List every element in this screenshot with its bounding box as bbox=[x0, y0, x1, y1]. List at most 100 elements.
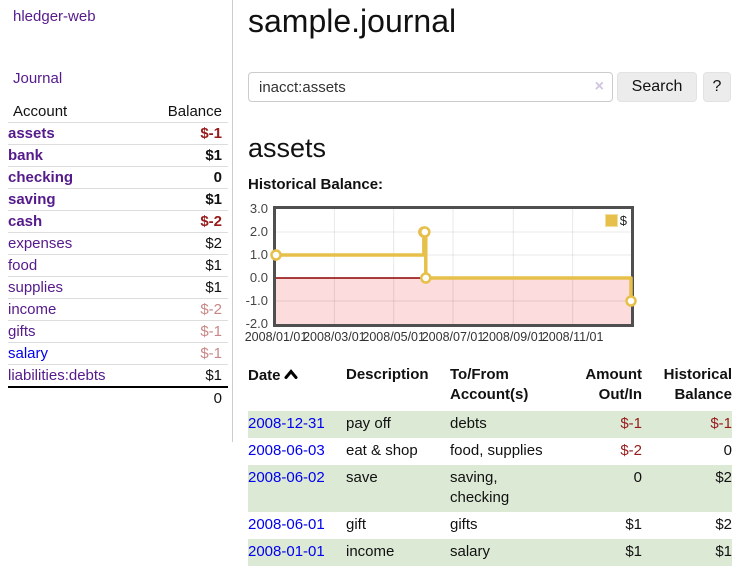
transaction-date-link[interactable]: 2008-06-02 bbox=[248, 469, 325, 486]
y-axis-tick-label: 1.0 bbox=[249, 247, 268, 262]
balance-column-header: Balance bbox=[167, 103, 222, 120]
account-link-liabilities-debts[interactable]: liabilities:debts bbox=[8, 367, 106, 384]
account-balance: $-2 bbox=[200, 213, 222, 230]
y-axis-tick-label: -2.0 bbox=[245, 316, 268, 331]
account-balance: $-1 bbox=[200, 323, 222, 340]
transaction-date-link[interactable]: 2008-06-03 bbox=[248, 442, 325, 459]
legend-label: $ bbox=[619, 213, 627, 228]
transaction-amount: 0 bbox=[633, 469, 642, 486]
balance-column-header: Historical Balance bbox=[663, 366, 732, 403]
amount-column-header: Amount Out/In bbox=[585, 366, 642, 403]
transaction-description: income bbox=[346, 543, 395, 560]
account-balance: 0 bbox=[213, 169, 222, 186]
account-link-income[interactable]: income bbox=[8, 301, 57, 318]
x-axis-tick-label: 2008/01/01 bbox=[244, 330, 308, 344]
historical-balance-chart: $ 3.0 2.0 1.0 0.0 -1.0 -2.0 2008/01/01 2008/03/… bbox=[244, 195, 742, 345]
account-page-title: assets bbox=[248, 133, 327, 163]
account-link-gifts[interactable]: gifts bbox=[8, 323, 36, 340]
y-axis-tick-label: 3.0 bbox=[249, 201, 268, 216]
transaction-amount: $-2 bbox=[620, 442, 642, 459]
transaction-accounts: saving, checking bbox=[450, 469, 510, 506]
account-link-expenses[interactable]: expenses bbox=[8, 235, 73, 252]
account-balance: $1 bbox=[205, 191, 222, 208]
negative-region bbox=[276, 278, 631, 324]
search-form: × Search ? bbox=[248, 72, 742, 102]
account-link-salary[interactable]: salary bbox=[8, 345, 49, 362]
main-content: sample.journal × Search ? assets Histori… bbox=[244, 0, 742, 566]
x-axis-tick-label: 2008/09/01 bbox=[482, 330, 545, 344]
account-balance: $2 bbox=[205, 235, 222, 252]
account-balance: $-1 bbox=[200, 345, 222, 362]
account-column-header: Account bbox=[13, 103, 68, 120]
transaction-amount: $1 bbox=[625, 543, 642, 560]
account-balance: $-1 bbox=[200, 125, 222, 142]
transaction-balance: $1 bbox=[715, 543, 732, 560]
help-button[interactable]: ? bbox=[703, 72, 731, 102]
transaction-row: 2008-06-03 eat & shop food, supplies $-2… bbox=[248, 438, 732, 465]
x-axis-tick-label: 2008/03/01 bbox=[303, 330, 366, 344]
account-row: food $1 bbox=[8, 254, 228, 277]
account-link-bank[interactable]: bank bbox=[8, 147, 44, 164]
clear-search-icon[interactable]: × bbox=[594, 78, 604, 95]
data-point-marker[interactable] bbox=[625, 295, 637, 307]
accounts-total-row: 0 bbox=[8, 387, 228, 409]
account-link-cash[interactable]: cash bbox=[8, 213, 43, 230]
account-balance: $-2 bbox=[200, 301, 222, 318]
transaction-balance: $-1 bbox=[710, 415, 732, 432]
transaction-accounts: salary bbox=[450, 543, 491, 560]
transaction-row: 2008-12-31 pay off debts $-1 $-1 bbox=[248, 411, 732, 438]
transaction-date-link[interactable]: 2008-12-31 bbox=[248, 415, 325, 432]
transaction-description: save bbox=[346, 469, 378, 486]
accounts-total-value: 0 bbox=[213, 390, 222, 407]
chart-canvas[interactable] bbox=[270, 209, 637, 324]
sidebar: hledger-web Journal Account Balance asse… bbox=[0, 0, 233, 442]
x-axis-tick-label: 2008/11/01 bbox=[541, 330, 604, 344]
account-link-supplies[interactable]: supplies bbox=[8, 279, 64, 296]
transaction-amount: $-1 bbox=[620, 415, 642, 432]
chart-plot[interactable]: $ bbox=[270, 206, 637, 327]
transaction-balance: $2 bbox=[715, 469, 732, 486]
transaction-balance: 0 bbox=[723, 442, 732, 459]
account-balance: $1 bbox=[205, 257, 222, 274]
account-balance: $1 bbox=[205, 279, 222, 296]
data-point-marker[interactable] bbox=[270, 249, 282, 261]
transaction-row: 2008-06-02 save saving, checking 0 $2 bbox=[248, 465, 732, 512]
sort-ascending-icon bbox=[284, 365, 298, 385]
app-title-link[interactable]: hledger-web bbox=[13, 8, 96, 25]
account-row: saving $1 bbox=[8, 188, 228, 211]
y-axis-tick-label: 0.0 bbox=[249, 270, 268, 285]
account-row: income $-2 bbox=[8, 298, 228, 321]
account-row: gifts $-1 bbox=[8, 320, 228, 343]
account-link-checking[interactable]: checking bbox=[8, 169, 74, 186]
account-row: assets $-1 bbox=[8, 122, 228, 145]
accounts-table: Account Balance assets $-1 bank $1 check… bbox=[8, 101, 228, 409]
transaction-row: 2008-01-01 income salary $1 $1 bbox=[248, 539, 732, 566]
account-balance: $1 bbox=[205, 147, 222, 164]
search-input[interactable] bbox=[248, 72, 613, 102]
x-axis-tick-label: 2008/07/01 bbox=[421, 330, 485, 344]
page-title: sample.journal bbox=[248, 3, 457, 39]
register-header-row: Date Description To/From Account(s) Amou… bbox=[248, 362, 732, 411]
account-row: expenses $2 bbox=[8, 232, 228, 255]
accounts-table-header: Account Balance bbox=[8, 101, 228, 123]
register-table: Date Description To/From Account(s) Amou… bbox=[248, 362, 732, 566]
search-button[interactable]: Search bbox=[617, 72, 697, 102]
transaction-balance: $2 bbox=[715, 516, 732, 533]
transaction-date-link[interactable]: 2008-01-01 bbox=[248, 543, 325, 560]
sidebar-item-journal[interactable]: Journal bbox=[13, 70, 63, 87]
transaction-accounts: food, supplies bbox=[450, 442, 543, 459]
data-point-marker[interactable] bbox=[420, 272, 432, 284]
account-link-saving[interactable]: saving bbox=[8, 191, 56, 208]
transaction-accounts: gifts bbox=[450, 516, 478, 533]
date-column-header[interactable]: Date bbox=[248, 362, 346, 411]
legend-swatch-icon bbox=[604, 214, 618, 227]
y-axis-tick-label: -1.0 bbox=[245, 293, 268, 308]
data-point-marker[interactable] bbox=[419, 226, 431, 238]
description-column-header: Description bbox=[346, 366, 429, 383]
account-link-food[interactable]: food bbox=[8, 257, 38, 274]
y-axis-tick-label: 2.0 bbox=[249, 224, 268, 239]
transaction-description: gift bbox=[346, 516, 367, 533]
transaction-date-link[interactable]: 2008-06-01 bbox=[248, 516, 325, 533]
account-link-assets[interactable]: assets bbox=[8, 125, 55, 142]
chart-heading: Historical Balance: bbox=[248, 176, 384, 193]
